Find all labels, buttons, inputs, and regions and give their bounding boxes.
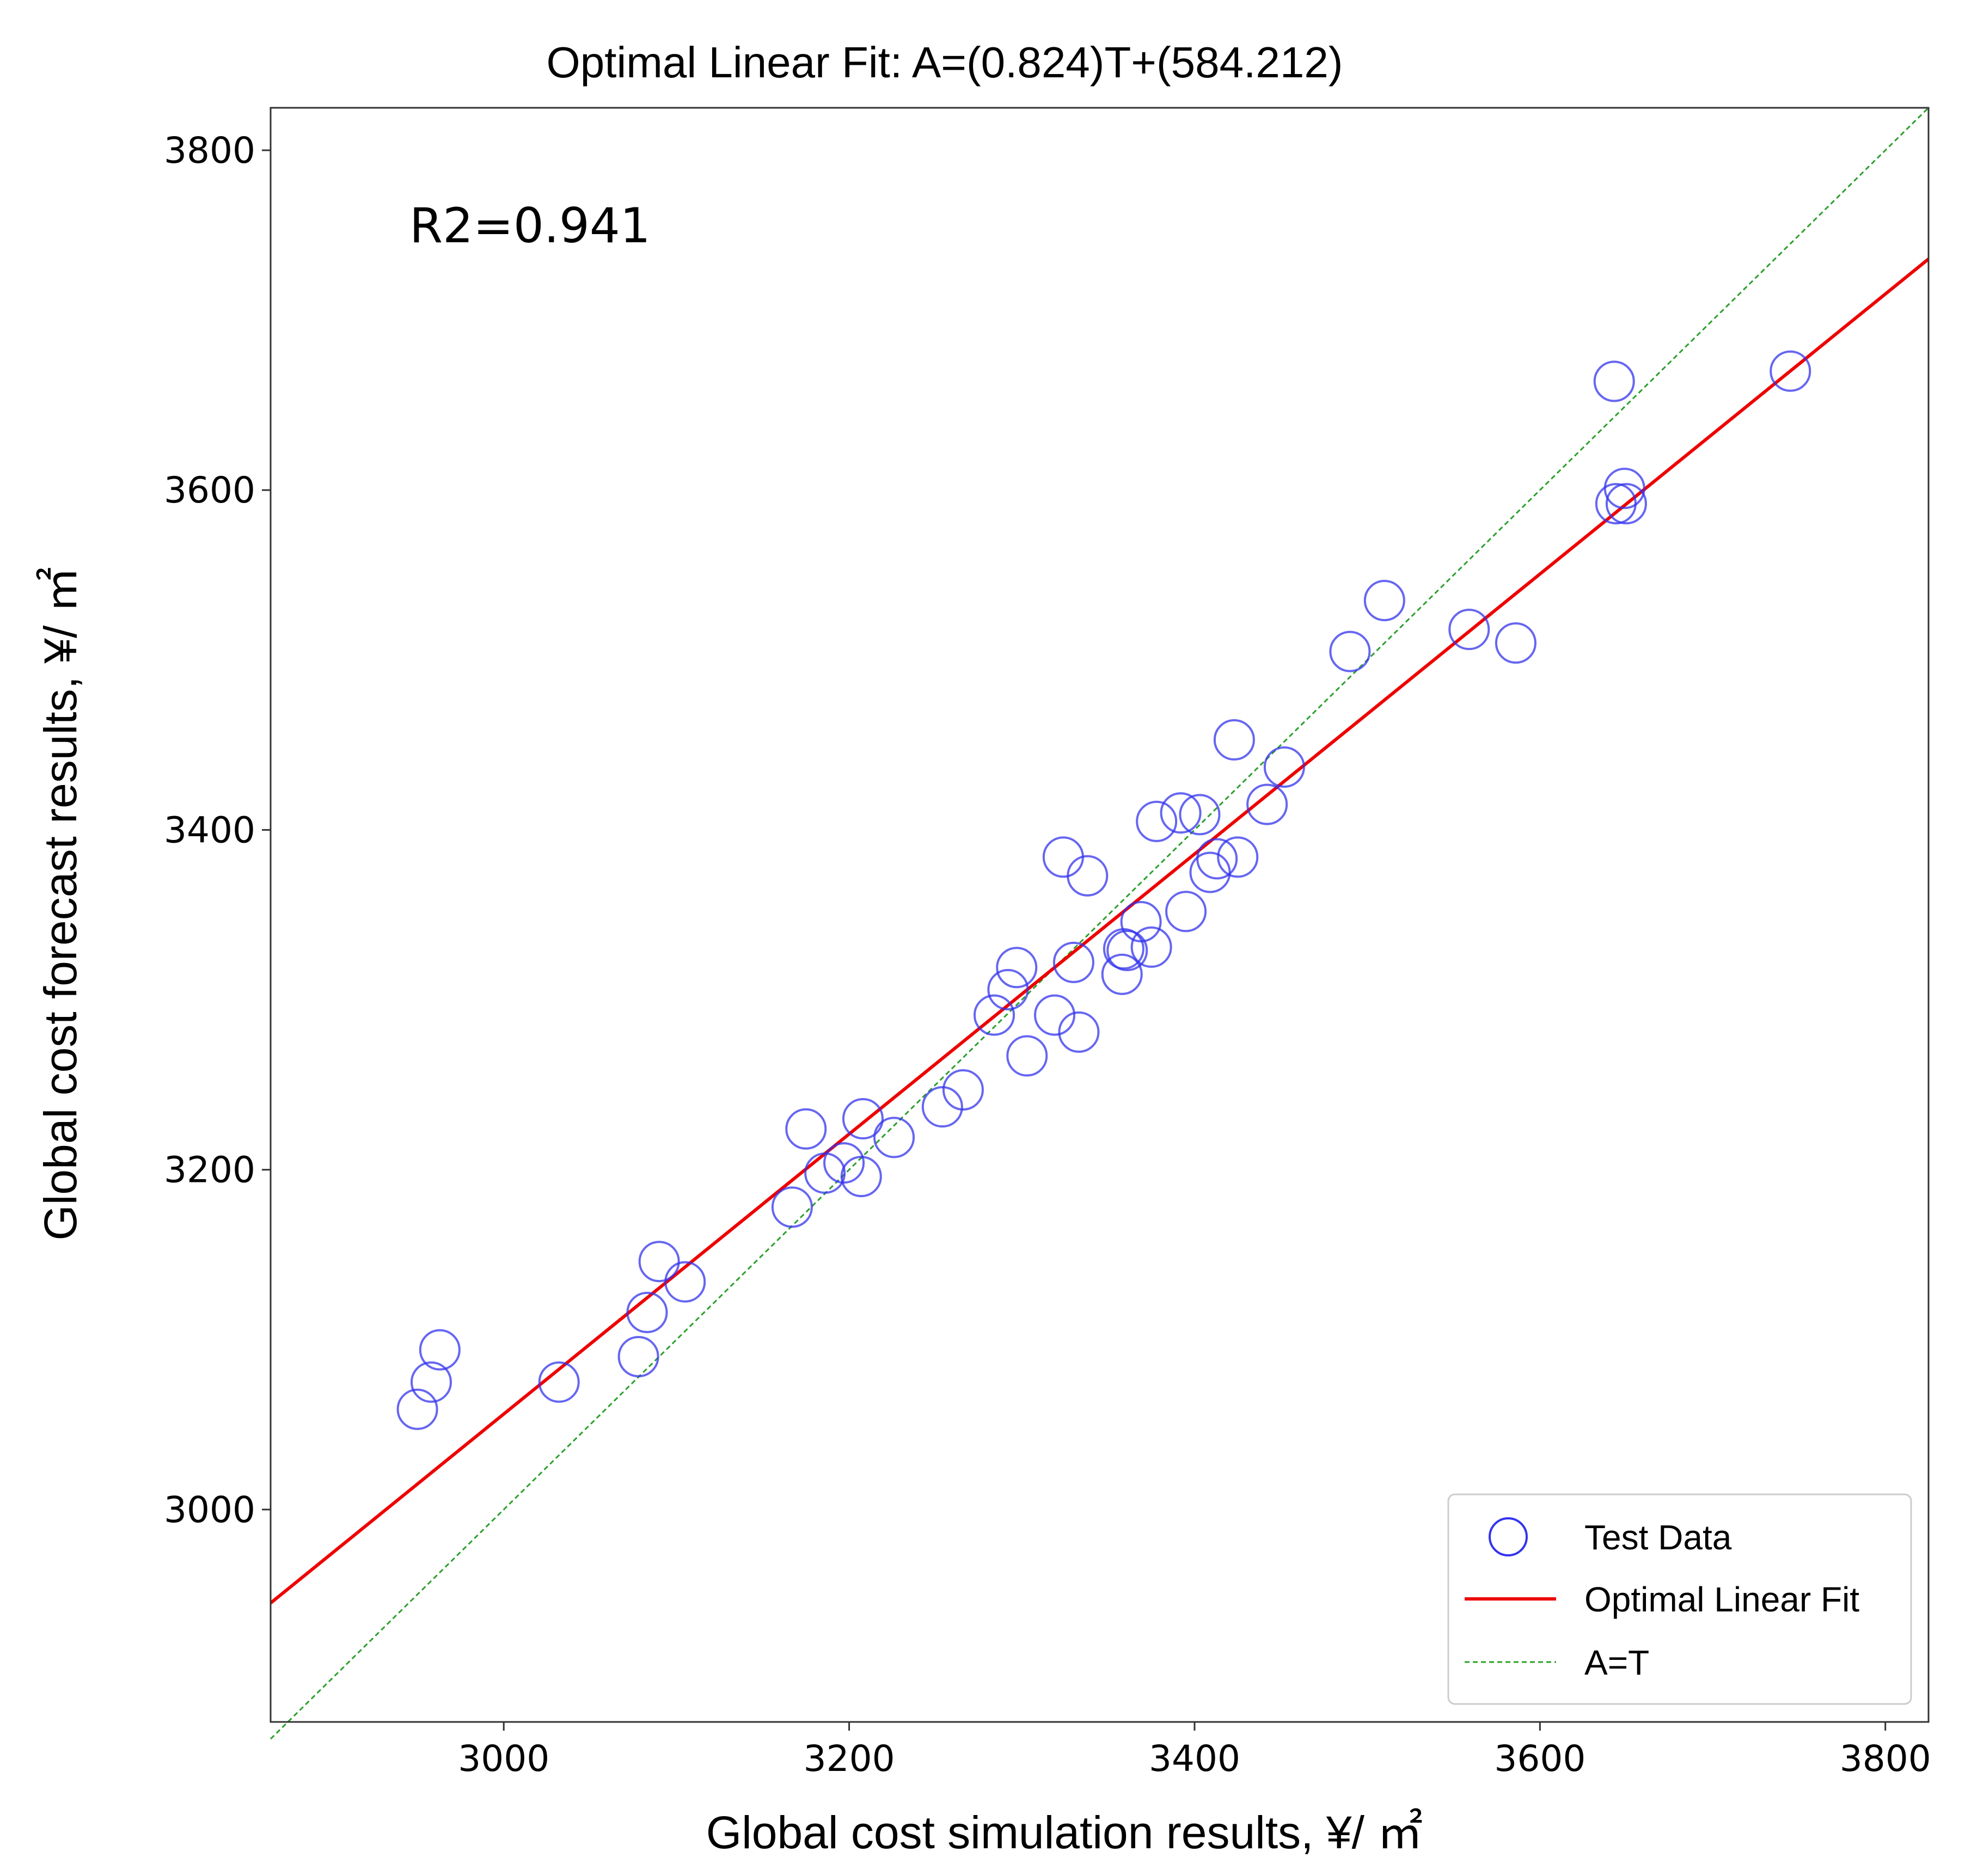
y-tick-label: 3800 (164, 130, 255, 171)
x-tick-label: 3600 (1494, 1738, 1586, 1780)
data-point (1179, 794, 1221, 836)
legend-box (1447, 1493, 1912, 1705)
data-point (842, 1098, 884, 1140)
data-point (1263, 746, 1305, 788)
data-point (1329, 630, 1371, 672)
y-tick-label: 3600 (164, 469, 255, 511)
data-point (1603, 468, 1645, 510)
data-point (873, 1117, 915, 1158)
data-point (1006, 1035, 1048, 1077)
data-point (1120, 900, 1162, 942)
legend-label-test-data: Test Data (1584, 1518, 1732, 1557)
data-point (1130, 926, 1172, 968)
legend-label-fit: Optimal Linear Fit (1584, 1580, 1859, 1619)
legend: Test Data Optimal Linear Fit A=T (1447, 1493, 1912, 1705)
data-point (1605, 483, 1647, 525)
data-point (987, 968, 1029, 1010)
data-point (1595, 483, 1637, 525)
data-point (1034, 994, 1076, 1036)
data-point (1058, 1011, 1100, 1053)
y-axis-ticks: 3000 3200 3400 3600 3800 (164, 130, 271, 1531)
data-point (785, 1108, 827, 1150)
data-point (1106, 930, 1148, 972)
test-data-points (396, 350, 1811, 1430)
data-point (538, 1361, 580, 1403)
data-point (1042, 836, 1084, 878)
data-point (617, 1335, 659, 1377)
identity-line (270, 107, 1930, 1740)
data-point (1165, 891, 1207, 933)
x-axis-label: Global cost simulation results, ¥/ ㎡ (706, 1807, 1423, 1858)
legend-label-identity: A=T (1584, 1643, 1649, 1682)
y-tick-label: 3000 (164, 1489, 255, 1531)
data-point (626, 1291, 668, 1333)
data-point (410, 1361, 452, 1403)
data-point (1196, 838, 1238, 880)
data-point (1213, 719, 1255, 761)
data-point (771, 1186, 813, 1228)
plot-frame (270, 107, 1930, 1723)
data-point (638, 1241, 680, 1283)
data-point (1217, 836, 1259, 878)
data-point (974, 994, 1015, 1036)
data-point (942, 1069, 984, 1111)
data-point (1363, 580, 1405, 622)
data-point (823, 1142, 865, 1184)
y-tick-label: 3400 (164, 809, 255, 851)
optimal-fit-line (270, 258, 1930, 1604)
x-tick-label: 3400 (1149, 1738, 1240, 1780)
y-tick-label: 3200 (164, 1149, 255, 1191)
data-point (1448, 609, 1490, 651)
fit-lines (270, 107, 1930, 1740)
data-point (396, 1388, 438, 1430)
data-point (419, 1329, 461, 1371)
data-point (1052, 941, 1094, 983)
data-point (996, 947, 1038, 989)
data-point (1067, 855, 1109, 897)
r2-annotation: R2=0.941 (409, 198, 651, 254)
data-point (921, 1086, 963, 1128)
x-tick-label: 3200 (804, 1738, 895, 1780)
data-point (1593, 360, 1635, 402)
data-point (840, 1156, 882, 1198)
data-point (804, 1152, 846, 1194)
data-point (1101, 953, 1143, 995)
data-point (1246, 783, 1288, 825)
y-axis-label: Global cost forecast results, ¥/ ㎡ (35, 567, 86, 1240)
data-point (1770, 350, 1811, 392)
data-point (1495, 622, 1537, 664)
x-tick-label: 3000 (458, 1738, 549, 1780)
legend-marker-test-data (1489, 1517, 1528, 1556)
chart-title: Optimal Linear Fit: A=(0.824)T+(584.212) (547, 38, 1343, 87)
x-tick-label: 3800 (1840, 1738, 1931, 1780)
x-axis-ticks: 3000 3200 3400 3600 3800 (458, 1722, 1931, 1780)
data-point (1160, 792, 1202, 834)
data-point (664, 1261, 706, 1303)
data-point (1136, 800, 1178, 842)
